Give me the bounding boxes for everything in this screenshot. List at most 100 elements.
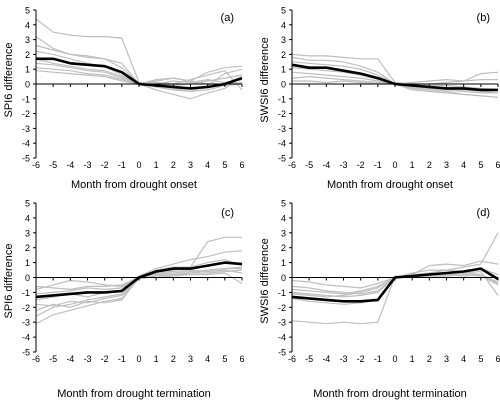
- x-tick-label: -3: [339, 354, 347, 364]
- y-tick-label: 2: [25, 243, 30, 253]
- x-tick-label: -5: [305, 354, 313, 364]
- x-tick-label: 0: [392, 354, 397, 364]
- x-tick-label: 3: [188, 160, 193, 170]
- y-tick-label: -4: [278, 333, 286, 343]
- x-tick-label: 0: [136, 354, 141, 364]
- y-tick-label: -2: [278, 109, 286, 119]
- x-tick-label: -3: [83, 354, 91, 364]
- x-tick-label: 5: [478, 160, 483, 170]
- x-tick-label: -6: [288, 160, 296, 170]
- x-tick-label: 6: [239, 160, 244, 170]
- x-tick-label: -2: [101, 160, 109, 170]
- x-tick-label: 2: [171, 354, 176, 364]
- y-tick-label: -5: [278, 154, 286, 164]
- panel-b-label: (b): [477, 12, 490, 24]
- panel-a-label: (a): [221, 12, 234, 24]
- y-tick-label: 3: [25, 228, 30, 238]
- x-tick-label: -1: [118, 160, 126, 170]
- x-tick-label: 6: [239, 354, 244, 364]
- series-line-6: [291, 270, 499, 325]
- panel-d: SWSI6 difference (d) Month from drought …: [259, 199, 500, 401]
- y-tick-label: -3: [278, 318, 286, 328]
- panel-a-ylabel: SPI6 difference: [3, 42, 15, 117]
- x-tick-label: 6: [495, 160, 500, 170]
- y-tick-label: 4: [281, 20, 286, 30]
- y-tick-label: -2: [278, 303, 286, 313]
- panel-c: SPI6 difference (c) Month from drought t…: [3, 199, 245, 401]
- x-tick-label: 3: [444, 354, 449, 364]
- y-tick-label: 0: [25, 80, 30, 90]
- y-tick-label: -4: [22, 139, 30, 149]
- x-tick-label: 4: [461, 354, 466, 364]
- y-tick-label: 0: [281, 80, 286, 90]
- y-tick-label: 0: [281, 273, 286, 283]
- x-tick-label: -2: [357, 354, 365, 364]
- panel-b-ylabel: SWSI6 difference: [259, 37, 271, 122]
- x-tick-label: 2: [427, 160, 432, 170]
- x-tick-label: 1: [154, 354, 159, 364]
- x-tick-label: 4: [205, 160, 210, 170]
- y-tick-label: 3: [281, 35, 286, 45]
- x-tick-label: 3: [188, 354, 193, 364]
- x-tick-label: 5: [478, 354, 483, 364]
- x-tick-label: -4: [66, 160, 74, 170]
- x-tick-label: 4: [461, 160, 466, 170]
- y-tick-label: 1: [25, 258, 30, 268]
- panel-b-xlabel: Month from drought onset: [327, 179, 453, 191]
- y-tick-label: -1: [278, 94, 286, 104]
- y-tick-label: 1: [25, 65, 30, 75]
- x-tick-label: 1: [410, 354, 415, 364]
- x-tick-label: 4: [205, 354, 210, 364]
- y-tick-label: -4: [22, 333, 30, 343]
- x-tick-label: -5: [49, 160, 57, 170]
- panel-d-label: (d): [477, 207, 490, 219]
- panel-c-label: (c): [221, 207, 234, 219]
- x-tick-label: 3: [444, 160, 449, 170]
- x-tick-label: -1: [374, 160, 382, 170]
- x-tick-label: -4: [322, 354, 330, 364]
- x-tick-label: -6: [288, 354, 296, 364]
- panel-a-xlabel: Month from drought onset: [71, 179, 197, 191]
- x-tick-label: -3: [339, 160, 347, 170]
- y-tick-label: -4: [278, 139, 286, 149]
- x-tick-label: -6: [32, 160, 40, 170]
- y-tick-label: 5: [281, 199, 286, 209]
- y-tick-label: -1: [22, 94, 30, 104]
- x-tick-label: 0: [136, 160, 141, 170]
- y-tick-label: 2: [281, 243, 286, 253]
- x-tick-label: 2: [171, 160, 176, 170]
- y-tick-label: 2: [25, 50, 30, 60]
- y-tick-label: 0: [25, 273, 30, 283]
- y-tick-label: 5: [281, 6, 286, 16]
- y-tick-label: -1: [278, 288, 286, 298]
- panel-b: SWSI6 difference (b) Month from drought …: [259, 6, 500, 192]
- y-tick-label: 4: [281, 213, 286, 223]
- x-tick-label: -2: [101, 354, 109, 364]
- y-tick-label: -5: [278, 348, 286, 358]
- panel-a: SPI6 difference (a) Month from drought o…: [3, 6, 245, 192]
- panel-c-ylabel: SPI6 difference: [3, 243, 15, 318]
- y-tick-label: 5: [25, 6, 30, 16]
- y-tick-label: -5: [22, 348, 30, 358]
- y-tick-label: 1: [281, 65, 286, 75]
- y-tick-label: -2: [22, 303, 30, 313]
- x-tick-label: 5: [222, 354, 227, 364]
- y-tick-label: -3: [22, 318, 30, 328]
- y-tick-label: -2: [22, 109, 30, 119]
- panel-d-ylabel: SWSI6 difference: [259, 238, 271, 323]
- x-tick-label: 0: [392, 160, 397, 170]
- x-tick-label: 6: [495, 354, 500, 364]
- y-tick-label: 5: [25, 199, 30, 209]
- x-tick-label: 1: [410, 160, 415, 170]
- x-tick-label: -1: [118, 354, 126, 364]
- x-tick-label: -4: [66, 354, 74, 364]
- y-tick-label: -3: [22, 124, 30, 134]
- x-tick-label: 1: [154, 160, 159, 170]
- y-tick-label: 2: [281, 50, 286, 60]
- panel-d-xlabel: Month from drought termination: [313, 388, 466, 400]
- y-tick-label: 4: [25, 20, 30, 30]
